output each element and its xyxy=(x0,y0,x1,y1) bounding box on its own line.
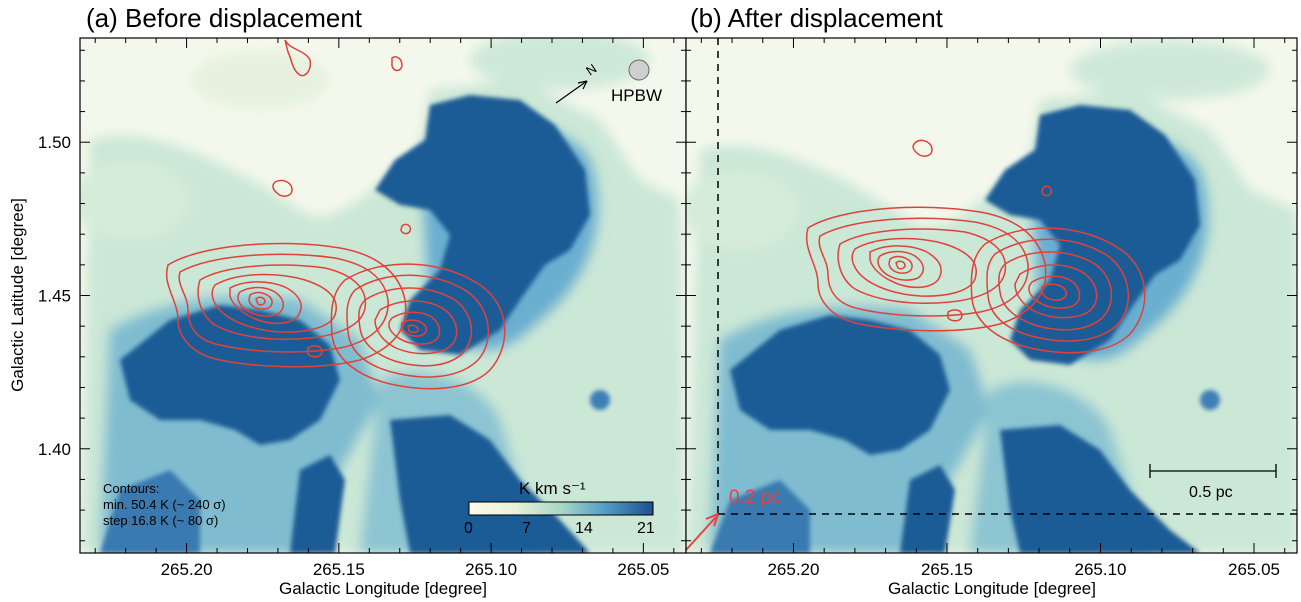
scale-bar-label: 0.5 pc xyxy=(1189,484,1233,501)
y-tick-label: 1.45 xyxy=(38,287,71,306)
panel-b-ticks: 265.20 265.15 265.10 265.05 xyxy=(686,38,1297,579)
contours-panel-a xyxy=(165,39,506,390)
panel-a-ylabel: Galactic Latitude [degree] xyxy=(8,198,27,392)
x-tick-label: 265.10 xyxy=(465,560,517,579)
contours-title: Contours: xyxy=(103,481,159,496)
colorbar-tick-0: 0 xyxy=(464,520,473,537)
panel-a-map: N HPBW Contours: min. 50.4 K (~ 240 σ) s… xyxy=(80,38,686,553)
contours-min: min. 50.4 K (~ 240 σ) xyxy=(103,497,226,512)
panel-a: (a) Before displacement xyxy=(8,3,687,598)
scale-bar: 0.5 pc xyxy=(1149,464,1277,501)
x-tick-label: 265.15 xyxy=(313,560,365,579)
panel-b-map: 0.5 pc xyxy=(686,38,1297,553)
y-tick-label: 1.40 xyxy=(38,440,71,459)
colorbar: K km s⁻¹ 0 7 14 21 xyxy=(464,479,655,537)
contours-legend: Contours: min. 50.4 K (~ 240 σ) step 16.… xyxy=(103,481,226,528)
panel-a-ticks: 265.20 265.15 265.10 265.05 1.40 1.45 1.50 xyxy=(38,38,686,579)
contours-step: step 16.8 K (~ 80 σ) xyxy=(103,513,218,528)
colorbar-tick-21: 21 xyxy=(637,520,655,537)
x-tick-label: 265.20 xyxy=(161,560,213,579)
displacement-label: 0.2 pc xyxy=(729,487,781,508)
panel-a-xlabel: Galactic Longitude [degree] xyxy=(279,579,487,598)
panel-b: (b) After displacement xyxy=(685,3,1298,598)
x-tick-label: 265.05 xyxy=(1228,560,1280,579)
beam-indicator: HPBW xyxy=(611,59,662,105)
panel-a-title: (a) Before displacement xyxy=(86,3,363,33)
panel-b-xlabel: Galactic Longitude [degree] xyxy=(888,579,1096,598)
x-tick-label: 265.15 xyxy=(921,560,973,579)
x-tick-label: 265.10 xyxy=(1074,560,1126,579)
hpbw-label: HPBW xyxy=(611,86,662,105)
colorbar-label: K km s⁻¹ xyxy=(519,479,586,498)
y-tick-label: 1.50 xyxy=(38,133,71,152)
panel-b-title: (b) After displacement xyxy=(690,3,944,33)
displacement-arrow: 0.2 pc xyxy=(685,487,781,551)
intensity-dense xyxy=(100,95,610,553)
contours-panel-b xyxy=(805,139,1146,354)
colorbar-tick-7: 7 xyxy=(522,520,531,537)
colorbar-tick-14: 14 xyxy=(575,520,593,537)
x-tick-label: 265.20 xyxy=(767,560,819,579)
x-tick-label: 265.05 xyxy=(617,560,669,579)
